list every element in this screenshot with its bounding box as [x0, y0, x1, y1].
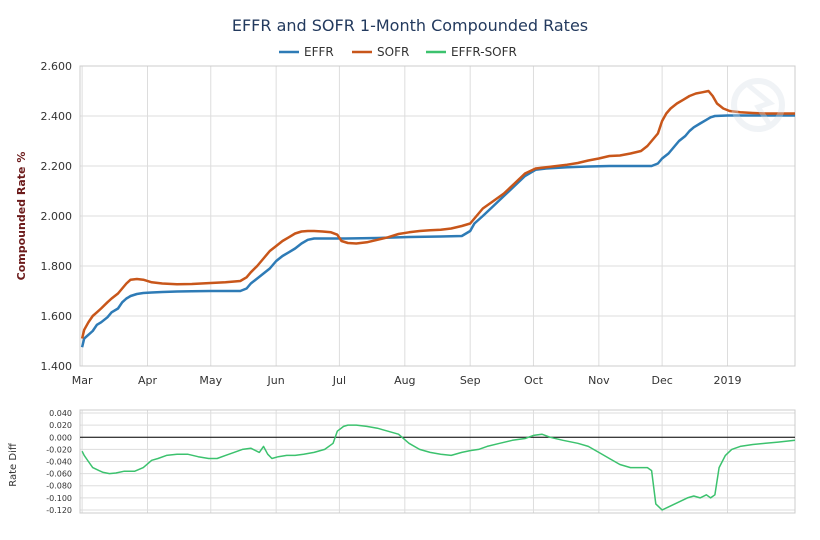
main-x-tick-label: Nov	[588, 374, 610, 387]
sub-series	[80, 424, 796, 511]
main-y-axis: 1.400 1.600 1.800 2.000 2.200 2.400 2.600	[41, 60, 73, 373]
main-y-tick-label: 2.000	[41, 210, 73, 223]
sub-y-axis-label: Rate Diff	[8, 442, 19, 487]
main-x-tick-label: 2019	[714, 374, 742, 387]
main-x-tick-label: Aug	[394, 374, 415, 387]
main-y-tick-label: 2.200	[41, 160, 73, 173]
sub-y-tick-label: -0.120	[46, 506, 72, 515]
main-y-tick-label: 1.800	[41, 260, 73, 273]
main-plot-frame	[79, 65, 796, 367]
main-x-tick-label: Jun	[267, 374, 285, 387]
series-line-effr-sofr[interactable]	[81, 424, 796, 511]
legend: EFFR SOFR EFFR-SOFR	[279, 45, 517, 59]
sub-plot-frame	[79, 409, 796, 514]
sub-y-tick-label: 0.020	[49, 421, 72, 430]
series-line-effr[interactable]	[80, 114, 795, 348]
main-y-tick-label: 2.600	[41, 60, 73, 73]
sub-y-tick-label: -0.020	[46, 445, 72, 454]
sub-y-tick-label: -0.080	[46, 482, 72, 491]
legend-label-effr-sofr[interactable]: EFFR-SOFR	[451, 45, 517, 59]
sub-y-tick-label: -0.060	[46, 470, 72, 479]
main-x-tick-label: Mar	[72, 374, 93, 387]
sub-y-tick-label: -0.100	[46, 494, 72, 503]
main-x-tick-label: Sep	[460, 374, 481, 387]
main-gridlines	[80, 65, 795, 367]
sub-y-tick-label: 0.040	[49, 409, 72, 418]
sub-gridlines	[80, 410, 795, 513]
sub-y-axis: 0.040 0.020 0.000 -0.020 -0.040 -0.060 -0.080 -…	[46, 409, 72, 515]
legend-label-effr[interactable]: EFFR	[304, 45, 334, 59]
main-x-tick-label: Dec	[651, 374, 672, 387]
main-y-axis-label: Compounded Rate %	[15, 152, 28, 281]
legend-label-sofr[interactable]: SOFR	[377, 45, 409, 59]
main-x-axis: Mar Apr May Jun Jul Aug Sep Oct Nov Dec 2019	[72, 374, 742, 387]
main-y-tick-label: 1.600	[41, 310, 73, 323]
main-x-tick-label: Jul	[332, 374, 346, 387]
main-x-tick-label: May	[199, 374, 222, 387]
sub-y-tick-label: -0.040	[46, 458, 72, 467]
main-x-tick-label: Apr	[138, 374, 158, 387]
main-y-tick-label: 2.400	[41, 110, 73, 123]
main-series	[80, 89, 795, 348]
watermark-logo-icon	[731, 78, 785, 132]
sub-y-tick-label: 0.000	[49, 433, 72, 442]
main-x-tick-label: Oct	[524, 374, 544, 387]
series-line-sofr[interactable]	[80, 89, 795, 339]
main-y-tick-label: 1.400	[41, 360, 73, 373]
chart-title: EFFR and SOFR 1-Month Compounded Rates	[232, 16, 588, 35]
